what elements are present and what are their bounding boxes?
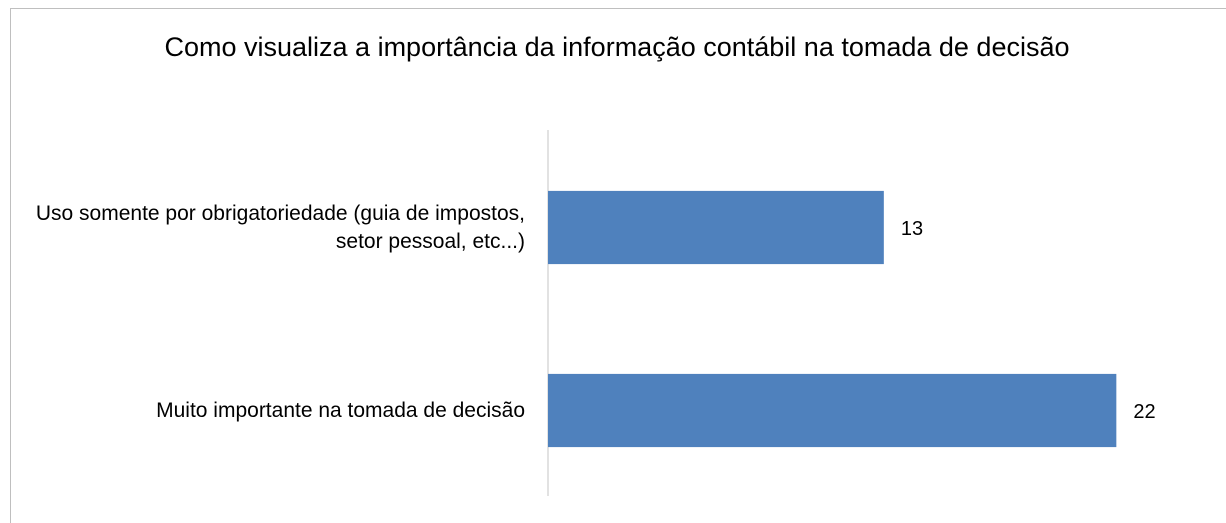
chart-frame (10, 8, 1226, 523)
value-label: 22 (1133, 401, 1155, 423)
bar (548, 190, 884, 265)
value-label: 13 (901, 218, 923, 240)
chart-title: Como visualiza a importância da informaç… (164, 32, 1070, 62)
bar (548, 373, 1117, 448)
category-label: Uso somente por obrigatoriedade (guia de… (35, 201, 525, 253)
category-label: Muito importante na tomada de decisão (156, 398, 525, 422)
